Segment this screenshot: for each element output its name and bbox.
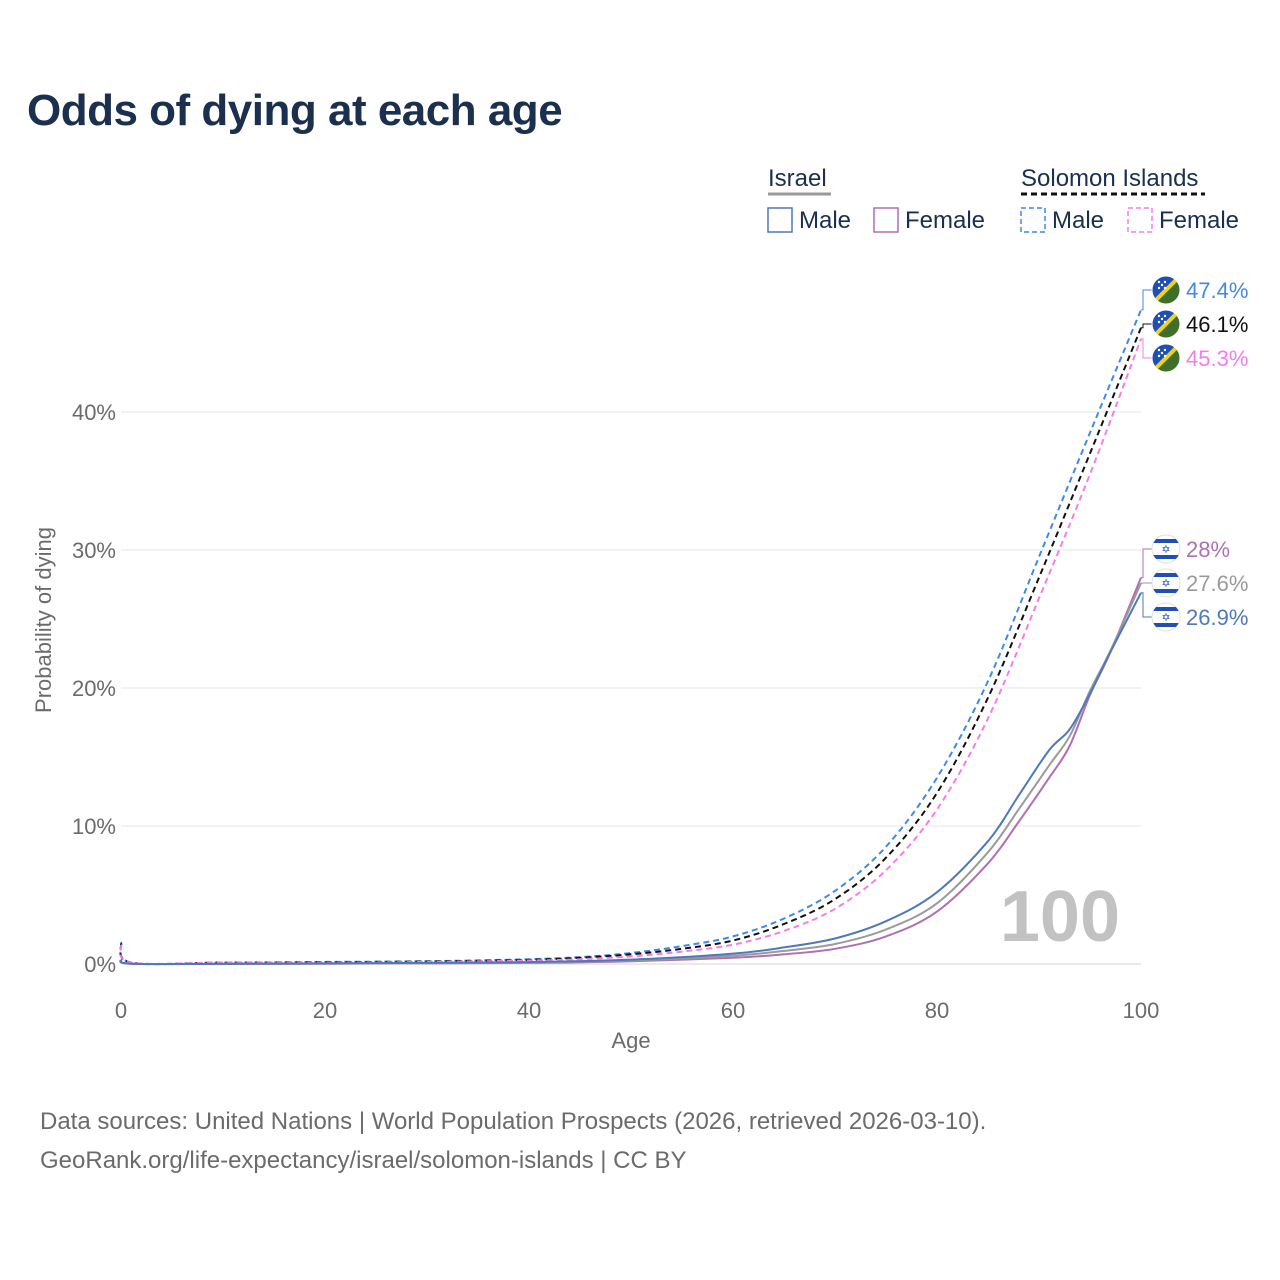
series-line-israel-total — [119, 582, 1142, 966]
legend-item-label: Male — [799, 207, 851, 234]
israel-flag-icon: ✡ — [1151, 602, 1181, 632]
legend-item-label: Female — [905, 207, 985, 234]
x-tick-label: 20 — [313, 998, 337, 1023]
legend-item-female[interactable]: Female — [873, 207, 985, 234]
series-line-israel-male — [119, 592, 1142, 966]
age-watermark: 100 — [1000, 877, 1120, 957]
legend-group-title: Solomon Islands — [1021, 165, 1198, 192]
x-tick-label: 0 — [115, 998, 127, 1023]
legend-swatch — [873, 207, 899, 233]
source-link[interactable]: GeoRank.org/life-expectancy/israel/solom… — [40, 1147, 687, 1174]
series-lines — [119, 309, 1142, 966]
gridlines — [121, 411, 1141, 965]
end-label: ✡ 28% — [1141, 534, 1230, 579]
x-tick-label: 80 — [925, 998, 949, 1023]
x-tick-label: 40 — [517, 998, 541, 1023]
legend-group-title: Israel — [768, 165, 827, 192]
svg-text:✡: ✡ — [1161, 611, 1170, 624]
end-value-label: 27.6% — [1186, 571, 1248, 596]
x-axis-title: Age — [611, 1028, 650, 1053]
svg-text:✡: ✡ — [1161, 543, 1170, 556]
y-tick-label: 30% — [72, 538, 116, 563]
y-tick-label: 40% — [72, 400, 116, 425]
x-tick-label: 100 — [1123, 998, 1160, 1023]
israel-flag-icon: ✡ — [1151, 568, 1181, 598]
y-tick-label: 20% — [72, 676, 116, 701]
end-value-label: 46.1% — [1186, 312, 1248, 337]
end-value-label: 47.4% — [1186, 278, 1248, 303]
legend-swatch — [767, 207, 793, 233]
legend-group-solomon-islands[interactable]: Solomon Islands Male Female — [1020, 165, 1239, 234]
legend-item-female[interactable]: Female — [1127, 207, 1239, 234]
end-label: ✡ 26.9% — [1141, 592, 1248, 632]
end-value-label: 26.9% — [1186, 605, 1248, 630]
series-line-israel-female — [119, 577, 1142, 966]
israel-flag-icon: ✡ — [1151, 534, 1181, 564]
legend-item-male[interactable]: Male — [767, 207, 851, 234]
end-label: 46.1% — [1141, 309, 1248, 339]
y-tick-label: 0% — [84, 952, 116, 977]
y-tick-label: 10% — [72, 814, 116, 839]
x-tick-label: 60 — [721, 998, 745, 1023]
end-label: 47.4% — [1141, 275, 1248, 311]
chart-title: Odds of dying at each age — [27, 86, 563, 135]
series-line-solomon-islands-male — [119, 309, 1142, 966]
end-label: 45.3% — [1141, 338, 1248, 373]
end-labels: 47.4% 46.1% 45.3% ✡ 28% ✡ 27.6% ✡ 26.9% — [1141, 275, 1248, 632]
legend-swatch — [1020, 207, 1046, 233]
solomon-islands-flag-icon — [1151, 343, 1181, 373]
end-value-label: 45.3% — [1186, 346, 1248, 371]
legend-item-label: Male — [1052, 207, 1104, 234]
data-sources-note: Data sources: United Nations | World Pop… — [40, 1108, 987, 1135]
legend-group-israel[interactable]: Israel Male Female — [767, 165, 985, 234]
solomon-islands-flag-icon — [1151, 309, 1181, 339]
legend-swatch — [1127, 207, 1153, 233]
series-line-solomon-islands-total — [119, 327, 1142, 966]
end-value-label: 28% — [1186, 537, 1230, 562]
legend[interactable]: Israel Male Female Solomon Islands Male Femal… — [767, 165, 1239, 234]
legend-item-male[interactable]: Male — [1020, 207, 1104, 234]
end-label: ✡ 27.6% — [1141, 568, 1248, 598]
legend-item-label: Female — [1159, 207, 1239, 234]
axes: 0% 10% 20% 30% 40% 0 20 40 60 80 100 Age Probability… — [31, 400, 1159, 1053]
svg-text:✡: ✡ — [1161, 577, 1170, 590]
solomon-islands-flag-icon — [1151, 275, 1181, 305]
series-line-solomon-islands-female — [119, 338, 1142, 965]
y-axis-title: Probability of dying — [31, 527, 56, 713]
